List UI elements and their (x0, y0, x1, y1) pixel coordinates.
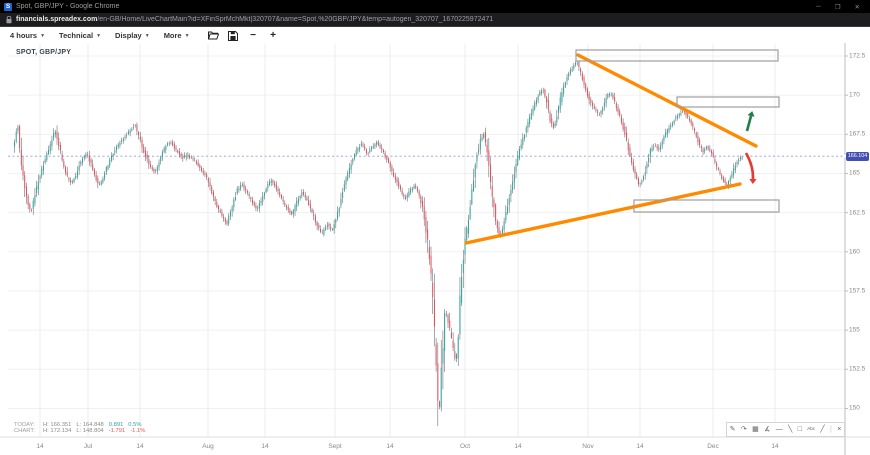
chevron-down-icon: ▼ (144, 32, 150, 39)
time-tick-label: 14 (771, 443, 779, 450)
dropdown-display[interactable]: Display ▼ (115, 31, 150, 40)
separator: | (830, 426, 832, 433)
freehand-arrow-icon[interactable]: ↷ (740, 426, 747, 433)
browser-titlebar: S Spot, GBP/JPY - Google Chrome ─ ❐ ✕ (0, 0, 870, 13)
text-tool-icon[interactable]: Abc (807, 426, 816, 432)
time-tick-label: 14 (136, 443, 144, 450)
url-path: /en-GB/Home/LiveChartMain?id=XFinSprMchM… (97, 16, 494, 23)
chevron-down-icon: ▼ (96, 32, 102, 39)
trendline-icon[interactable]: ╲ (788, 426, 793, 433)
price-tick-label: 167.5 (849, 130, 866, 138)
time-tick-label: Sept (328, 443, 342, 450)
price-tick-label: 155 (849, 326, 860, 334)
chevron-down-icon: ▼ (40, 32, 46, 39)
chevron-down-icon: ▼ (184, 32, 190, 39)
price-tick-label: 157.5 (849, 287, 866, 295)
price-tick-label: 162.5 (849, 209, 866, 217)
close-icon[interactable]: × (837, 426, 842, 433)
grid-icon[interactable]: ▦ (752, 426, 759, 433)
close-button[interactable]: ✕ (854, 3, 860, 11)
candlestick-chart[interactable] (0, 43, 870, 455)
time-tick-label: Oct (459, 443, 471, 450)
url-bar[interactable]: financials.spreadex.com/en-GB/Home/LiveC… (0, 13, 870, 27)
session-stats: TODAY: H: 166.351 L: 164.848 0.891 0.5% CHART… (14, 422, 145, 435)
diagonal-line-icon[interactable]: ╱ (820, 426, 825, 433)
maximize-button[interactable]: ❐ (834, 3, 841, 11)
chart-toolbar: 4 hours ▼ Technical ▼ Display ▼ More ▼ − + (0, 27, 870, 44)
price-tick-label: 152.5 (849, 365, 866, 373)
price-tick-label: 172.5 (849, 52, 866, 60)
angle-tool-icon[interactable]: ∡ (764, 426, 771, 433)
open-icon[interactable] (207, 30, 219, 41)
time-tick-label: 14 (261, 443, 269, 450)
window-title: Spot, GBP/JPY - Google Chrome (16, 3, 120, 10)
drawing-toolbar: ✎ ↷ ▦ ∡ — ╲ □ Abc ╱ | × (726, 422, 845, 437)
dropdown-4-hours[interactable]: 4 hours ▼ (10, 31, 46, 40)
stats-row: CHART: H: 172.134 L: 148.804 -1.791 -1.1% (14, 428, 146, 435)
dropdown-technical[interactable]: Technical ▼ (59, 31, 102, 40)
time-tick-label: 14 (36, 443, 44, 450)
minimize-button[interactable]: ─ (816, 2, 821, 10)
rectangle-icon[interactable]: □ (797, 426, 802, 433)
symbol-label: SPOT, GBP/JPY (16, 49, 72, 56)
horizontal-line-icon[interactable]: — (775, 426, 783, 433)
time-tick-label: Nov (582, 443, 594, 450)
current-price-badge: 166.104 (843, 151, 869, 161)
url-domain: financials.spreadex.com (16, 16, 98, 23)
favicon: S (4, 2, 12, 11)
time-tick-label: 14 (386, 443, 394, 450)
pencil-icon[interactable]: ✎ (729, 426, 736, 433)
price-tick-label: 160 (849, 248, 860, 256)
time-tick-label: 14 (636, 443, 644, 450)
price-tick-label: 170 (849, 91, 860, 99)
save-icon[interactable] (228, 30, 239, 41)
toolbar-dropdowns: 4 hours ▼ Technical ▼ Display ▼ More ▼ (10, 31, 204, 40)
lock-icon (6, 15, 12, 24)
price-tick-label: 165 (849, 169, 860, 177)
dropdown-more[interactable]: More ▼ (163, 31, 190, 40)
zoom-in-icon[interactable]: + (270, 30, 276, 41)
time-tick-label: Dec (707, 443, 719, 450)
time-tick-label: 14 (514, 443, 522, 450)
price-tick-label: 150 (849, 404, 860, 412)
time-tick-label: Aug (202, 443, 214, 450)
chart-canvas[interactable]: SPOT, GBP/JPY 172.5 170 167.5 165 162.5 160 15… (0, 43, 870, 455)
stats-row: TODAY: H: 166.351 L: 164.848 0.891 0.5% (14, 422, 142, 428)
zoom-out-icon[interactable]: − (250, 30, 256, 41)
time-tick-label: Jul (83, 443, 93, 450)
